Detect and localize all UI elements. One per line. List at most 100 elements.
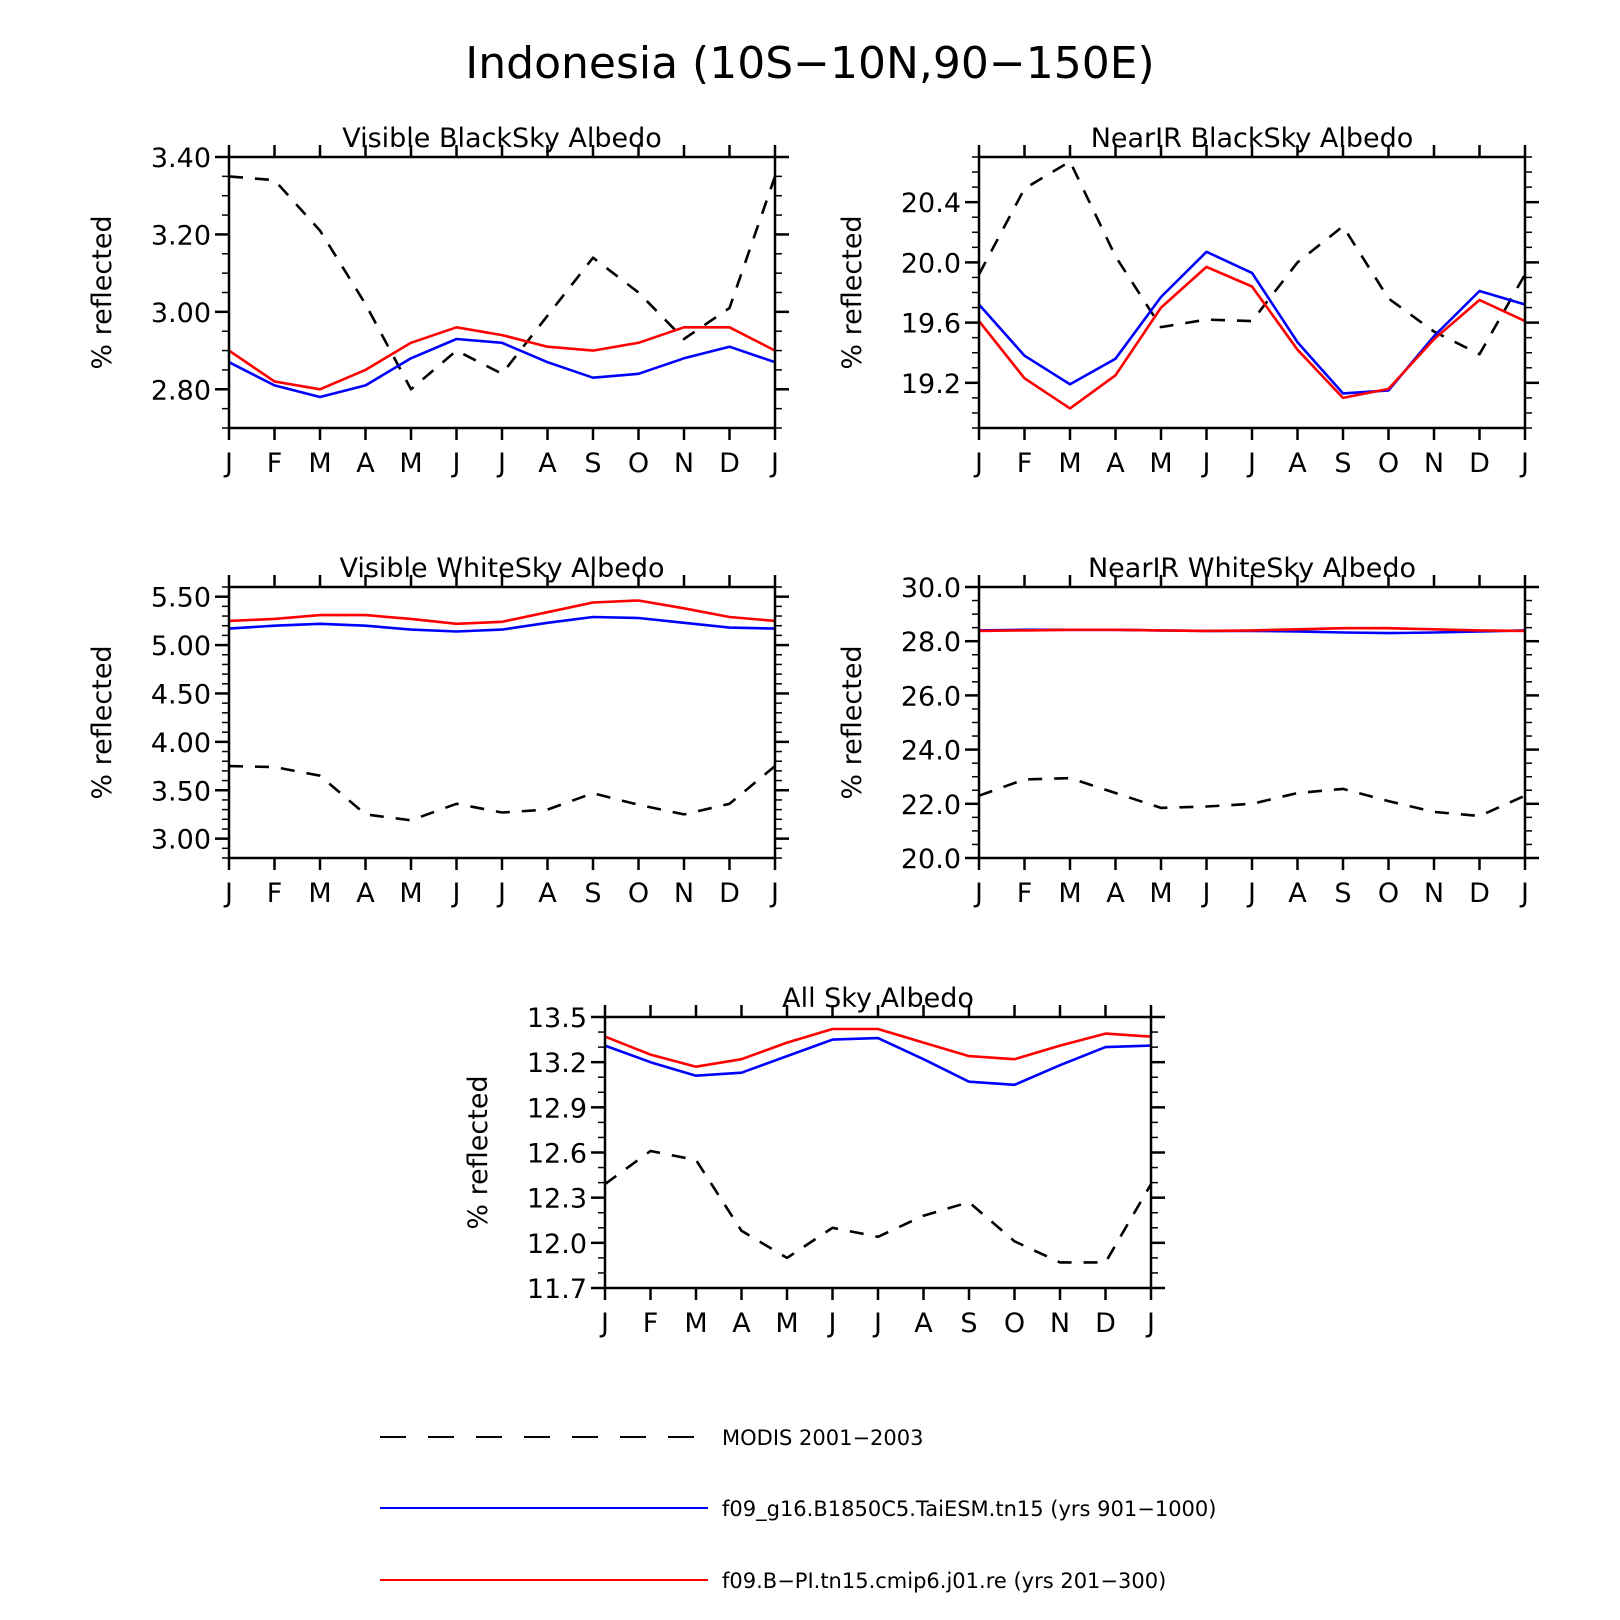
x-tick-label: M bbox=[1058, 878, 1081, 909]
legend-item-cmip6: f09.B−PI.tn15.cmip6.j01.re (yrs 201−300) bbox=[380, 1569, 1166, 1593]
x-tick-label: F bbox=[643, 1308, 659, 1339]
x-tick-label: M bbox=[775, 1308, 798, 1339]
x-tick-label: J bbox=[496, 878, 506, 909]
x-tick-label: O bbox=[1004, 1308, 1025, 1339]
x-tick-label: F bbox=[267, 878, 283, 909]
x-tick-label: M bbox=[308, 878, 331, 909]
x-tick-label: J bbox=[973, 448, 983, 479]
plot-frame bbox=[977, 155, 1527, 430]
legend-label: f09_g16.B1850C5.TaiESM.tn15 (yrs 901−100… bbox=[722, 1497, 1216, 1522]
x-tick-label: N bbox=[1424, 878, 1444, 909]
y-axis-label: % reflected bbox=[837, 215, 868, 369]
series-line-taiesm bbox=[228, 337, 776, 399]
x-tick-label: J bbox=[223, 878, 233, 909]
y-tick-label: 3.00 bbox=[151, 298, 211, 329]
x-tick-label: S bbox=[1334, 448, 1351, 479]
y-axis-label: % reflected bbox=[463, 1075, 494, 1229]
x-tick-label: J bbox=[872, 1308, 882, 1339]
x-tick-label: D bbox=[1095, 1308, 1116, 1339]
legend-item-modis: MODIS 2001−2003 bbox=[380, 1426, 924, 1450]
x-tick-label: M bbox=[684, 1308, 707, 1339]
x-tick-label: D bbox=[1469, 878, 1490, 909]
y-tick-label: 28.0 bbox=[901, 627, 961, 658]
y-tick-label: 19.6 bbox=[901, 309, 961, 340]
x-tick-label: J bbox=[1145, 1308, 1155, 1339]
x-tick-label: J bbox=[1519, 878, 1529, 909]
x-tick-label: J bbox=[1246, 448, 1256, 479]
x-tick-label: F bbox=[267, 448, 283, 479]
x-tick-label: A bbox=[356, 448, 375, 479]
plot-frame bbox=[603, 1015, 1153, 1290]
y-tick-label: 4.00 bbox=[151, 728, 211, 759]
x-tick-label: J bbox=[1246, 878, 1256, 909]
y-tick-label: 3.00 bbox=[151, 825, 211, 856]
series-line-taiesm bbox=[228, 615, 776, 633]
y-tick-label: 24.0 bbox=[901, 736, 961, 767]
y-tick-label: 5.50 bbox=[151, 583, 211, 614]
y-tick-label: 12.6 bbox=[527, 1139, 587, 1170]
y-tick-label: 20.0 bbox=[901, 844, 961, 875]
x-tick-label: D bbox=[719, 448, 740, 479]
x-tick-label: J bbox=[827, 1308, 837, 1339]
plot-frame bbox=[977, 585, 1527, 860]
legend-label: f09.B−PI.tn15.cmip6.j01.re (yrs 201−300) bbox=[722, 1569, 1166, 1593]
y-tick-label: 4.50 bbox=[151, 679, 211, 710]
y-tick-label: 22.0 bbox=[901, 790, 961, 821]
x-tick-label: S bbox=[584, 878, 601, 909]
legend: MODIS 2001−2003 f09_g16.B1850C5.TaiESM.tn… bbox=[380, 1426, 1216, 1593]
y-tick-label: 5.00 bbox=[151, 631, 211, 662]
x-tick-label: O bbox=[628, 448, 649, 479]
x-tick-label: A bbox=[1106, 878, 1125, 909]
x-tick-label: A bbox=[1288, 448, 1307, 479]
x-tick-label: A bbox=[1288, 878, 1307, 909]
x-tick-label: J bbox=[1201, 448, 1211, 479]
y-tick-label: 20.0 bbox=[901, 248, 961, 279]
series-line-cmip6 bbox=[228, 325, 776, 391]
x-tick-label: S bbox=[1334, 878, 1351, 909]
y-tick-label: 3.40 bbox=[151, 143, 211, 174]
y-tick-label: 2.80 bbox=[151, 375, 211, 406]
y-tick-label: 3.20 bbox=[151, 220, 211, 251]
series-line-taiesm bbox=[604, 1036, 1152, 1087]
x-tick-label: F bbox=[1017, 878, 1033, 909]
x-tick-label: J bbox=[496, 448, 506, 479]
y-axis-label: % reflected bbox=[87, 215, 118, 369]
y-tick-label: 20.4 bbox=[901, 188, 961, 219]
x-tick-label: J bbox=[769, 448, 779, 479]
x-tick-label: A bbox=[1106, 448, 1125, 479]
y-axis-label: % reflected bbox=[837, 645, 868, 799]
x-tick-label: A bbox=[914, 1308, 933, 1339]
x-tick-label: J bbox=[1201, 878, 1211, 909]
y-tick-label: 13.5 bbox=[527, 1003, 587, 1034]
x-tick-label: J bbox=[599, 1308, 609, 1339]
y-tick-label: 26.0 bbox=[901, 681, 961, 712]
x-tick-label: A bbox=[356, 878, 375, 909]
x-tick-label: A bbox=[538, 878, 557, 909]
series-line-modis bbox=[228, 764, 776, 822]
legend-item-taiesm: f09_g16.B1850C5.TaiESM.tn15 (yrs 901−100… bbox=[380, 1497, 1216, 1522]
x-tick-label: A bbox=[732, 1308, 751, 1339]
series-line-modis bbox=[977, 160, 1527, 356]
x-tick-label: D bbox=[719, 878, 740, 909]
series-line-modis bbox=[228, 175, 777, 391]
legend-label: MODIS 2001−2003 bbox=[722, 1426, 924, 1450]
plot-frame bbox=[227, 585, 777, 860]
x-tick-label: J bbox=[769, 878, 779, 909]
y-tick-label: 30.0 bbox=[901, 573, 961, 604]
y-tick-label: 12.0 bbox=[527, 1229, 587, 1260]
series-line-cmip6 bbox=[978, 626, 1526, 633]
x-tick-label: D bbox=[1469, 448, 1490, 479]
x-tick-label: O bbox=[1378, 448, 1399, 479]
x-tick-label: O bbox=[1378, 878, 1399, 909]
y-tick-label: 11.7 bbox=[527, 1274, 587, 1305]
x-tick-label: J bbox=[1519, 448, 1529, 479]
x-tick-label: S bbox=[584, 448, 601, 479]
x-tick-label: M bbox=[308, 448, 331, 479]
x-tick-label: N bbox=[1424, 448, 1444, 479]
x-tick-label: J bbox=[223, 448, 233, 479]
x-tick-label: O bbox=[628, 878, 649, 909]
